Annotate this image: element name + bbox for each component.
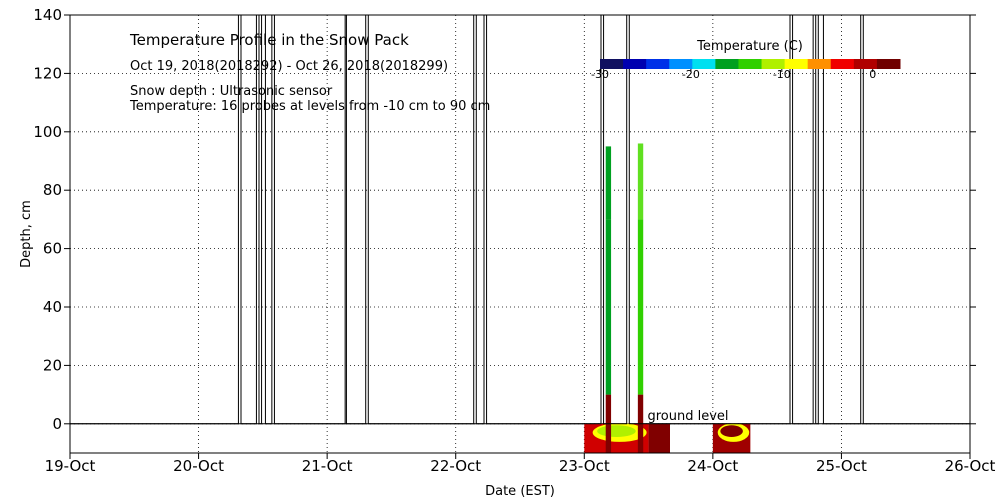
probe-column-segment [637,219,644,395]
colorbar-swatch [853,59,878,69]
colorbar-tick-label: -10 [773,68,791,81]
colorbar-swatch [715,59,739,69]
x-tick-label: 24-Oct [687,457,738,475]
chart-subtitle: Oct 19, 2018(2018292) - Oct 26, 2018(201… [130,59,448,74]
colorbar-swatch [738,59,763,69]
soil-temperature-block [648,423,670,453]
colorbar-tick-label: 0 [869,68,876,81]
colorbar-swatch [692,59,716,69]
colorbar-swatch [807,59,832,69]
colorbar-tick-label: -20 [682,68,700,81]
colorbar-swatch [876,59,901,69]
soil-core [597,425,636,437]
x-tick-label: 26-Oct [945,457,996,475]
colorbar-tick-label: -30 [591,68,609,81]
y-tick-label: 60 [43,240,62,258]
x-tick-label: 21-Oct [302,457,353,475]
colorbar: -30 -20 -10 0 [591,59,901,81]
soil-core [720,425,743,437]
y-axis-label: Depth, cm [19,200,34,268]
ground-level-label: ground level [647,409,728,424]
chart-title: Temperature Profile in the Snow Pack [129,31,409,49]
colorbar-swatch [600,59,624,69]
colorbar-swatch [669,59,693,69]
y-tick-label: 0 [52,415,62,433]
y-axis-ticks: 0 20 40 60 80 100 120 140 [33,6,976,433]
y-tick-label: 120 [33,64,62,82]
probe-column-segment [605,219,612,395]
x-axis-ticks: 19-Oct 20-Oct 21-Oct 22-Oct 23-Oct 24-Oct 25-O… [45,453,996,475]
grid-lines [70,15,970,453]
temperature-note: Temperature: 16 probes at levels from -1… [129,99,490,114]
colorbar-title: Temperature (C) [696,39,803,54]
x-tick-label: 20-Oct [173,457,224,475]
y-tick-label: 140 [33,6,62,24]
colorbar-swatch [623,59,647,69]
snow-depth-trace [70,14,970,425]
y-tick-label: 80 [43,181,62,199]
x-axis-label: Date (EST) [485,484,555,499]
y-tick-label: 40 [43,298,62,316]
probe-column-segment [605,146,612,220]
snow-depth-line [70,14,970,425]
colorbar-swatch [761,59,786,69]
colorbar-swatch [784,59,809,69]
snow-depth-note: Snow depth : Ultrasonic sensor [130,84,333,99]
colorbar-swatch [646,59,670,69]
plot-frame [69,14,971,454]
x-tick-label: 22-Oct [430,457,481,475]
x-tick-label: 23-Oct [559,457,610,475]
colorbar-swatch [830,59,855,69]
y-tick-label: 20 [43,356,62,374]
x-tick-label: 25-Oct [816,457,867,475]
probe-column-segment [637,143,644,220]
x-tick-label: 19-Oct [45,457,96,475]
y-tick-label: 100 [33,123,62,141]
temperature-cells [584,143,751,453]
